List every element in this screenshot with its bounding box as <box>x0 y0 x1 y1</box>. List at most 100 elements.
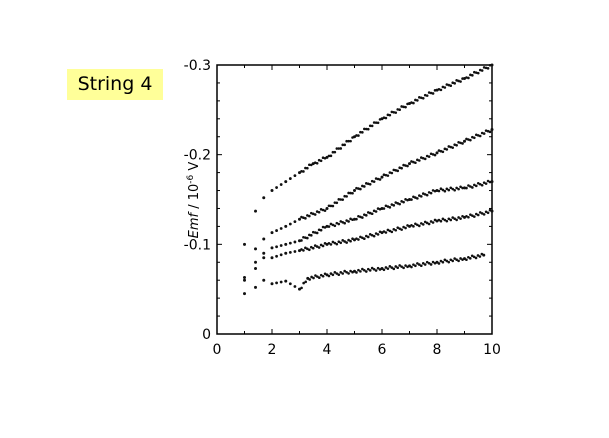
data-point <box>451 259 455 263</box>
data-point <box>474 184 478 188</box>
data-point <box>467 184 470 187</box>
data-point <box>443 189 447 193</box>
y-tick-label: 0 <box>202 327 211 343</box>
data-point <box>254 267 257 271</box>
data-point <box>447 217 451 221</box>
data-point <box>349 191 352 195</box>
data-point <box>306 236 309 240</box>
data-point <box>313 231 317 234</box>
data-point <box>382 116 386 120</box>
data-point <box>402 163 405 167</box>
data-point <box>429 220 433 223</box>
data-point <box>359 130 362 134</box>
data-point <box>243 242 246 246</box>
plot-frame <box>216 64 493 335</box>
data-point <box>439 187 443 191</box>
data-point <box>302 281 305 285</box>
data-point <box>480 212 484 215</box>
data-point <box>486 67 490 70</box>
data-point <box>482 132 486 135</box>
data-point <box>398 202 401 206</box>
y-tick-label: -0.3 <box>184 58 211 74</box>
data-point <box>400 228 403 231</box>
data-point <box>441 260 445 264</box>
data-point <box>471 214 474 217</box>
data-point <box>418 159 421 162</box>
data-point <box>262 251 266 255</box>
data-point <box>467 76 470 80</box>
data-point <box>380 206 384 210</box>
data-point <box>313 244 317 247</box>
data-point <box>349 139 352 143</box>
data-point <box>394 228 398 232</box>
data-point <box>293 285 297 288</box>
data-point <box>313 161 317 165</box>
data-point <box>302 249 305 252</box>
data-point <box>445 259 449 263</box>
data-point <box>366 267 370 271</box>
data-point <box>431 92 435 95</box>
data-point <box>364 214 368 217</box>
data-point <box>402 200 405 204</box>
data-point <box>370 124 374 128</box>
data-point <box>404 105 407 109</box>
data-point <box>431 221 435 224</box>
data-point <box>302 216 305 219</box>
data-point <box>390 110 394 114</box>
data-point <box>474 133 478 137</box>
data-point <box>376 177 380 181</box>
data-point <box>427 261 431 265</box>
data-point <box>333 150 337 154</box>
data-point <box>363 268 366 272</box>
data-point <box>412 225 415 228</box>
data-point <box>449 186 453 190</box>
data-point <box>304 246 307 250</box>
data-point <box>321 225 325 229</box>
data-point <box>388 206 392 209</box>
data-point <box>396 169 400 173</box>
data-point <box>319 159 323 163</box>
data-point <box>412 160 415 164</box>
data-point <box>319 273 323 277</box>
data-point <box>345 241 348 244</box>
data-point <box>284 180 288 184</box>
data-point <box>364 234 368 238</box>
data-point <box>374 210 378 213</box>
data-point <box>467 215 470 219</box>
data-point <box>412 101 415 105</box>
data-point <box>425 193 429 197</box>
data-point <box>366 211 370 214</box>
data-point <box>353 217 356 221</box>
data-point <box>439 88 443 92</box>
data-point <box>284 224 288 228</box>
data-point <box>351 191 354 195</box>
data-point <box>382 173 386 176</box>
data-point <box>341 198 345 201</box>
data-point <box>431 153 435 156</box>
data-point <box>327 225 331 228</box>
data-point <box>372 180 376 183</box>
data-point <box>465 186 468 190</box>
data-point <box>372 268 376 271</box>
data-point <box>437 262 441 265</box>
data-point <box>382 230 386 233</box>
data-point <box>421 262 425 265</box>
data-point <box>429 191 433 195</box>
data-point <box>325 155 329 159</box>
data-point <box>394 111 398 114</box>
data-point <box>308 233 311 237</box>
data-point <box>386 205 390 208</box>
data-point <box>486 129 490 133</box>
data-point <box>306 166 309 170</box>
data-point <box>414 222 417 226</box>
data-point <box>421 192 425 195</box>
data-point <box>414 161 417 165</box>
x-tick-label: 6 <box>378 342 387 358</box>
data-point <box>288 241 292 245</box>
data-point <box>317 228 321 232</box>
data-point <box>402 225 405 229</box>
data-point <box>370 179 374 183</box>
data-point <box>484 66 488 70</box>
data-point <box>406 164 409 168</box>
data-point <box>449 218 453 222</box>
